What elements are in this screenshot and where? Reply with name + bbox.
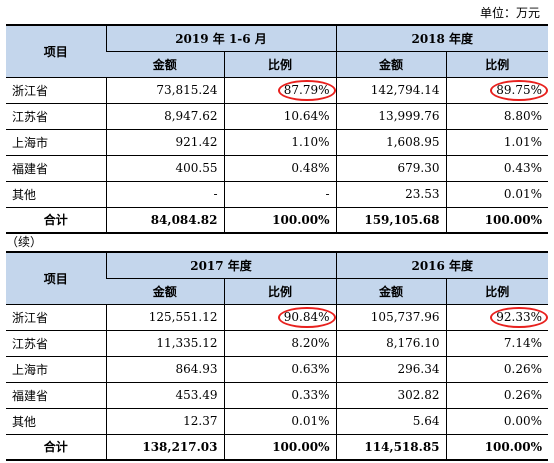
ratio-header: 比例 (223, 51, 336, 78)
unit-label: 单位：万元 (479, 6, 540, 20)
ratio-cell: 0.63% (223, 356, 337, 383)
item-header: 项目 (6, 252, 106, 305)
ratio-cell: 0.43% (445, 155, 549, 182)
region-name: 其他 (6, 408, 106, 435)
region-name: 江苏省 (6, 330, 106, 357)
total-row: 合计 138,217.03 100.00% 114,518.85 100.00% (6, 434, 549, 461)
ratio-cell: 0.00% (445, 408, 549, 435)
amount-cell: 11,335.12 (105, 330, 224, 357)
ratio-cell: 0.26% (445, 356, 549, 383)
table-row: 其他 - - 23.53 0.01% (6, 181, 549, 208)
region-name: 上海市 (6, 356, 106, 383)
amount-cell: 73,815.24 (105, 77, 224, 104)
total-amount: 114,518.85 (335, 434, 447, 461)
table-row: 浙江省 125,551.12 90.84% 105,737.96 92.33% (6, 304, 549, 331)
amount-cell: - (105, 181, 224, 208)
ratio-cell: - (223, 181, 336, 208)
amount-header: 金额 (106, 51, 224, 78)
amount-cell: 142,794.14 (335, 77, 446, 104)
ratio-cell: 0.48% (223, 155, 336, 182)
ratio-cell: 1.10% (223, 129, 336, 156)
total-ratio: 100.00% (223, 207, 336, 234)
amount-cell: 8,947.62 (105, 103, 224, 130)
region-name: 福建省 (6, 155, 106, 182)
table-row: 浙江省 73,815.24 87.79% 142,794.14 89.75% (6, 77, 549, 104)
table-row: 江苏省 8,947.62 10.64% 13,999.76 8.80% (6, 103, 549, 130)
table-row: 福建省 453.49 0.33% 302.82 0.26% (6, 382, 549, 409)
table-row: 其他 12.37 0.01% 5.64 0.00% (6, 408, 549, 435)
total-label: 合计 (6, 434, 106, 461)
amount-cell: 296.34 (335, 356, 447, 383)
period-header-2018: 2018 年度 (335, 25, 549, 52)
amount-cell: 864.93 (105, 356, 224, 383)
period-header-2017: 2017 年度 (105, 252, 337, 279)
total-ratio: 100.00% (223, 434, 337, 461)
amount-cell: 679.30 (335, 155, 446, 182)
amount-cell: 105,737.96 (335, 304, 447, 331)
region-name: 福建省 (6, 382, 106, 409)
highlight-circle: 92.33% (490, 306, 549, 328)
ratio-cell: 0.33% (223, 382, 337, 409)
region-name: 上海市 (6, 129, 106, 156)
ratio-cell: 0.01% (445, 181, 549, 208)
revenue-table-2017-2016: 项目 2017 年度 2016 年度 金额 比例 金额 比例 浙江省 125,5… (6, 251, 549, 461)
ratio-header: 比例 (445, 51, 549, 78)
ratio-cell: 10.64% (223, 103, 336, 130)
region-name: 浙江省 (6, 304, 106, 331)
amount-header: 金额 (335, 51, 446, 78)
amount-header: 金额 (335, 278, 447, 305)
period-header-2019h1: 2019 年 1-6 月 (105, 25, 336, 52)
ratio-cell: 0.26% (445, 382, 549, 409)
highlight-circle: 87.79% (277, 79, 336, 101)
continued-label: （续） (6, 235, 43, 249)
amount-cell: 13,999.76 (335, 103, 446, 130)
region-name: 浙江省 (6, 77, 106, 104)
table-row: 福建省 400.55 0.48% 679.30 0.43% (6, 155, 549, 182)
highlight-circle: 89.75% (490, 79, 549, 101)
ratio-cell: 8.80% (445, 103, 549, 130)
amount-header: 金额 (106, 278, 224, 305)
amount-cell: 8,176.10 (335, 330, 447, 357)
amount-cell: 12.37 (105, 408, 224, 435)
ratio-cell: 7.14% (445, 330, 549, 357)
ratio-cell: 8.20% (223, 330, 337, 357)
ratio-header: 比例 (445, 278, 549, 305)
total-ratio: 100.00% (445, 434, 549, 461)
total-row: 合计 84,084.82 100.00% 159,105.68 100.00% (6, 207, 549, 234)
item-header: 项目 (6, 25, 106, 78)
amount-cell: 5.64 (335, 408, 447, 435)
total-amount: 159,105.68 (335, 207, 446, 234)
amount-cell: 23.53 (335, 181, 446, 208)
period-header-2016: 2016 年度 (335, 252, 549, 279)
amount-cell: 921.42 (105, 129, 224, 156)
total-amount: 138,217.03 (105, 434, 224, 461)
region-name: 其他 (6, 181, 106, 208)
total-label: 合计 (6, 207, 106, 234)
table-row: 江苏省 11,335.12 8.20% 8,176.10 7.14% (6, 330, 549, 357)
total-amount: 84,084.82 (105, 207, 224, 234)
highlight-circle: 90.84% (277, 306, 336, 328)
amount-cell: 125,551.12 (105, 304, 224, 331)
total-ratio: 100.00% (445, 207, 549, 234)
amount-cell: 453.49 (105, 382, 224, 409)
ratio-cell: 0.01% (223, 408, 337, 435)
table-row: 上海市 921.42 1.10% 1,608.95 1.01% (6, 129, 549, 156)
amount-cell: 302.82 (335, 382, 447, 409)
revenue-table-2019-2018: 项目 2019 年 1-6 月 2018 年度 金额 比例 金额 比例 浙江省 … (6, 24, 549, 234)
table-row: 上海市 864.93 0.63% 296.34 0.26% (6, 356, 549, 383)
amount-cell: 400.55 (105, 155, 224, 182)
ratio-cell: 1.01% (445, 129, 549, 156)
region-name: 江苏省 (6, 103, 106, 130)
amount-cell: 1,608.95 (335, 129, 446, 156)
ratio-header: 比例 (223, 278, 337, 305)
